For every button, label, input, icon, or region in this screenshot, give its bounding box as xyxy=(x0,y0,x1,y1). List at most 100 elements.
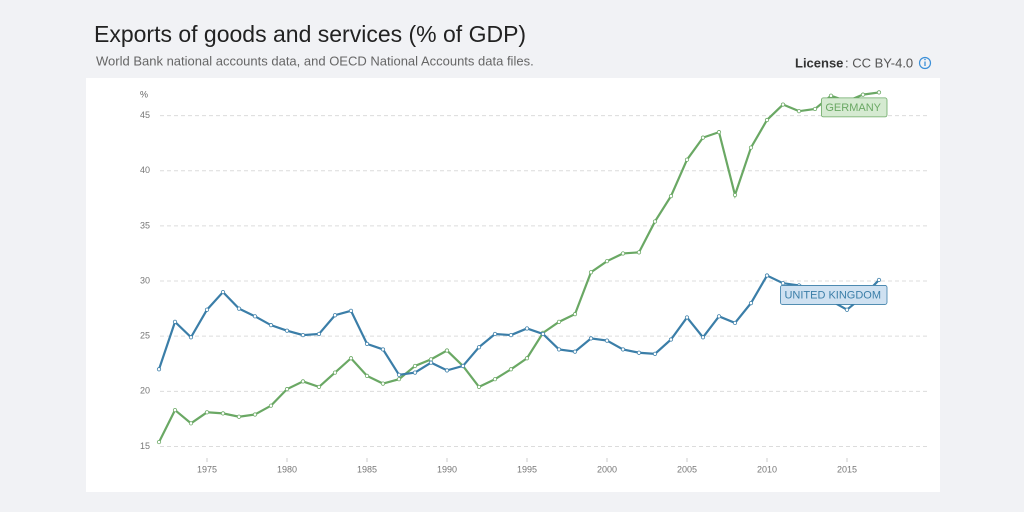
data-point xyxy=(748,300,754,306)
x-tick-label: 2000 xyxy=(597,464,617,474)
data-point xyxy=(204,410,210,415)
data-point xyxy=(780,281,786,286)
data-point xyxy=(444,368,450,373)
data-point xyxy=(396,372,402,377)
data-point xyxy=(588,270,594,275)
plot-panel xyxy=(86,78,940,492)
data-point xyxy=(284,328,290,333)
data-point xyxy=(828,93,834,98)
series-label-text: UNITED KINGDOM xyxy=(784,289,881,301)
data-point xyxy=(236,306,242,311)
data-point xyxy=(636,350,642,355)
x-tick-label: 1980 xyxy=(277,464,297,474)
data-point xyxy=(204,307,210,312)
data-point xyxy=(572,349,578,354)
data-point xyxy=(732,192,738,198)
data-point xyxy=(188,335,194,340)
y-tick-label: 20 xyxy=(140,386,150,396)
data-point xyxy=(684,157,690,162)
data-point xyxy=(396,377,402,382)
data-point xyxy=(492,331,498,337)
data-point xyxy=(252,314,258,319)
data-point xyxy=(300,332,306,338)
data-point xyxy=(668,193,674,199)
y-tick-label: 35 xyxy=(140,220,150,230)
x-tick-label: 2015 xyxy=(837,464,857,474)
data-point xyxy=(156,367,162,372)
y-tick-label: 30 xyxy=(140,275,150,285)
data-point xyxy=(476,384,482,390)
y-tick-label: 25 xyxy=(140,331,150,341)
data-point xyxy=(348,356,354,361)
data-point xyxy=(332,370,338,375)
x-tick-label: 1985 xyxy=(357,464,377,474)
data-point xyxy=(188,421,194,426)
data-point xyxy=(252,412,258,417)
data-point xyxy=(236,414,242,419)
x-tick-label: 2005 xyxy=(677,464,697,474)
data-point xyxy=(588,336,594,341)
license-value: : CC BY-4.0 xyxy=(845,55,913,70)
x-tick-label: 1990 xyxy=(437,464,457,474)
data-point xyxy=(444,348,450,353)
x-tick-label: 2010 xyxy=(757,464,777,474)
data-point xyxy=(764,117,770,123)
y-tick-label: 40 xyxy=(140,165,150,175)
data-point xyxy=(300,379,306,384)
data-point xyxy=(780,102,786,107)
data-point xyxy=(460,363,466,369)
data-point xyxy=(476,345,482,350)
data-point xyxy=(572,312,578,317)
data-point xyxy=(268,323,274,328)
data-point xyxy=(716,314,722,319)
data-point xyxy=(172,407,178,413)
y-tick-label: 15 xyxy=(140,441,150,451)
series-label-text: GERMANY xyxy=(825,102,881,114)
series-line xyxy=(157,274,880,376)
data-point xyxy=(620,251,626,256)
series-label-box xyxy=(820,97,888,118)
series-label: UNITED KINGDOM xyxy=(780,285,888,305)
data-point xyxy=(524,356,530,361)
data-point xyxy=(428,357,434,362)
data-point xyxy=(844,307,850,312)
series-label-box xyxy=(780,285,888,305)
data-point xyxy=(412,370,418,375)
data-point xyxy=(668,337,674,342)
data-point xyxy=(876,90,882,95)
data-point xyxy=(860,92,866,97)
data-point xyxy=(812,106,818,112)
data-point xyxy=(748,145,754,150)
data-point xyxy=(556,319,562,324)
data-point xyxy=(268,403,274,408)
data-point xyxy=(220,289,226,295)
data-point xyxy=(604,338,610,343)
data-point xyxy=(316,331,322,337)
data-point xyxy=(508,332,514,338)
data-point xyxy=(364,373,370,378)
data-point xyxy=(380,347,386,352)
data-point xyxy=(700,335,706,340)
data-point xyxy=(380,381,386,386)
y-tick-label: 45 xyxy=(140,110,150,120)
x-tick-label: 1975 xyxy=(197,464,217,474)
data-point xyxy=(636,250,642,255)
data-point xyxy=(524,326,530,331)
data-point xyxy=(716,130,722,135)
data-point xyxy=(508,367,514,372)
data-point xyxy=(700,135,706,140)
data-point xyxy=(732,320,738,326)
series-label: GERMANY xyxy=(820,97,888,118)
data-point xyxy=(348,308,354,313)
info-icon[interactable] xyxy=(918,56,932,70)
x-tick-label: 1995 xyxy=(517,464,537,474)
data-point xyxy=(220,411,226,416)
data-point xyxy=(332,313,338,318)
data-point xyxy=(684,315,690,320)
data-point xyxy=(540,331,546,337)
data-point xyxy=(156,439,162,445)
license-label: License xyxy=(795,55,843,70)
data-point xyxy=(796,109,802,114)
data-point xyxy=(652,219,658,224)
data-point xyxy=(284,387,290,392)
